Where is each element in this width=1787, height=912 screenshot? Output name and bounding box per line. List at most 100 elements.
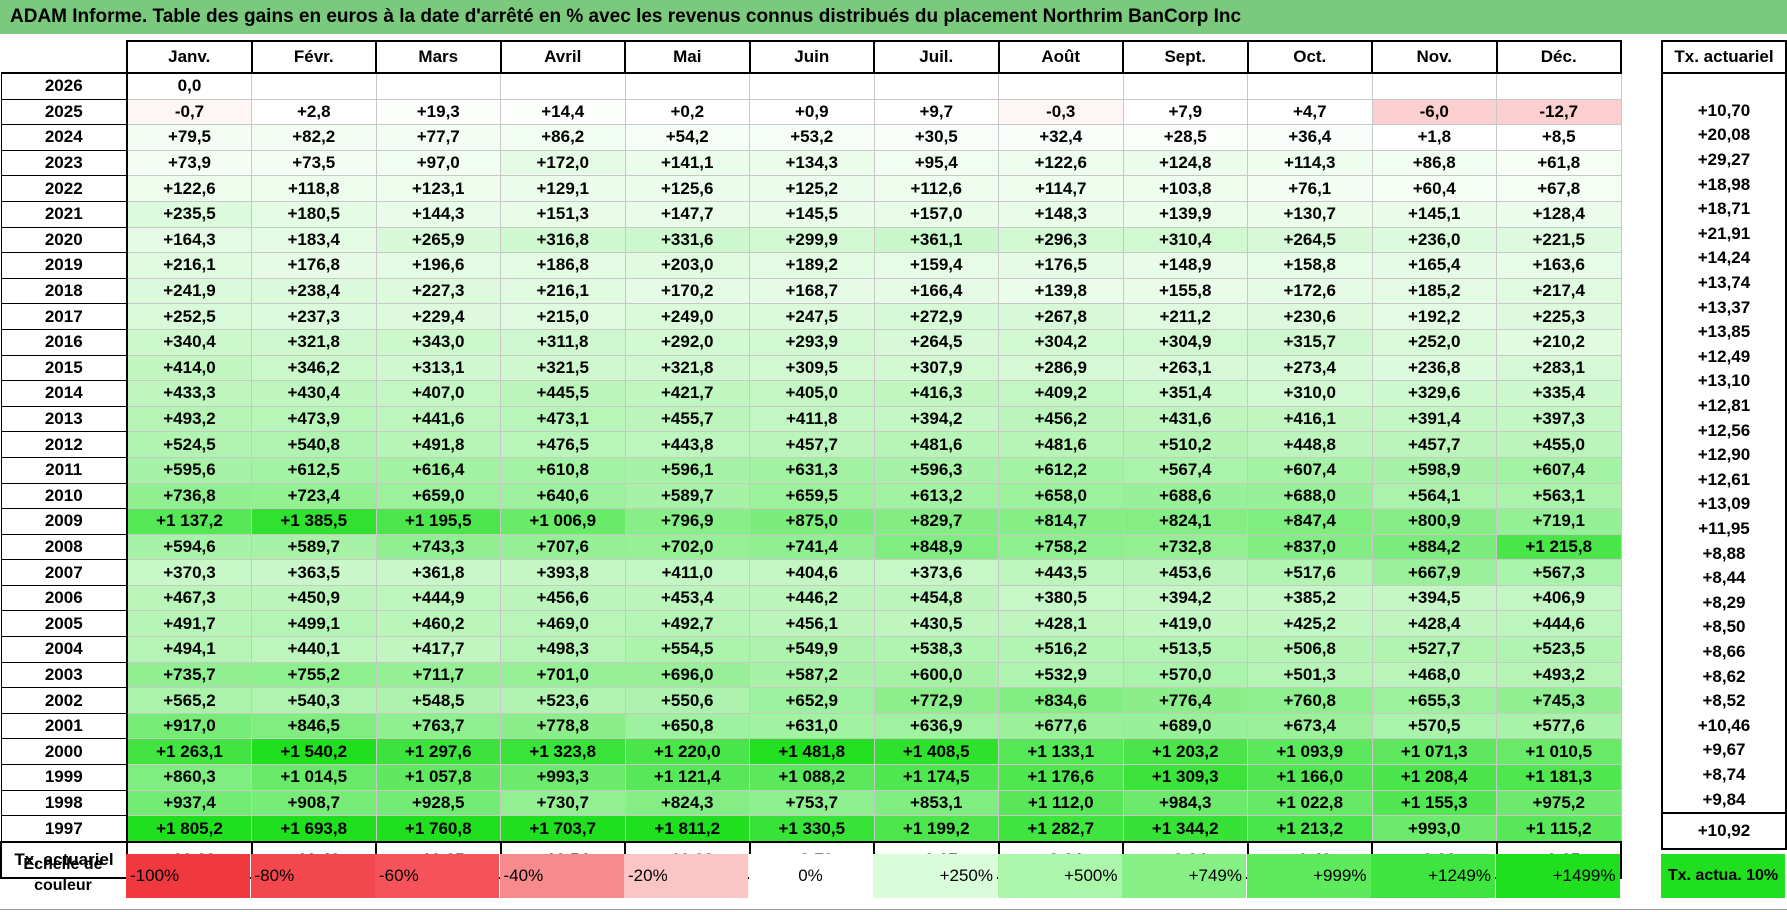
table-cell: +272,9	[873, 303, 999, 330]
table-row: 2000 +1 263,1 +1 540,2 +1 297,6 +1 323,8 +1 2…	[0, 738, 1622, 766]
month-header: Nov.	[1371, 40, 1498, 74]
table-cell: +373,6	[873, 559, 999, 586]
table-cell: +147,7	[624, 200, 750, 228]
table-cell: +73,9	[126, 149, 252, 177]
table-cell: +151,3	[500, 200, 626, 228]
tx-cell: +8,66	[1661, 639, 1787, 665]
table-cell: +456,2	[998, 405, 1124, 433]
tx-row: +18,98	[1661, 172, 1787, 197]
table-cell: +659,0	[375, 482, 501, 510]
table-cell: +636,9	[873, 712, 999, 740]
table-row: 2002 +565,2 +540,3 +548,5 +523,6 +550,6 +652,9…	[0, 687, 1622, 714]
tx-cell: +9,67	[1661, 738, 1787, 763]
table-cell: +763,7	[375, 712, 501, 740]
table-cell: +417,7	[375, 636, 501, 663]
table-header-row: Janv. Févr. Mars Avril Mai Juin Juil. Août Sept.…	[1, 40, 1622, 74]
table-cell: +95,4	[873, 149, 999, 177]
table-cell: +577,6	[1496, 712, 1622, 740]
table-cell: +707,6	[500, 533, 626, 561]
table-row: 2024 +79,5 +82,2 +77,7 +86,2 +54,2 +53,2 +30,5 +…	[0, 124, 1622, 151]
table-cell: +166,4	[873, 277, 999, 305]
table-cell: +125,6	[624, 175, 750, 202]
table-cell: +1 071,3	[1371, 738, 1497, 766]
table-cell: +139,9	[1122, 200, 1248, 228]
legend-swatch: -100%	[126, 854, 250, 898]
tx-cell: +13,85	[1661, 319, 1787, 345]
table-cell: +587,2	[749, 661, 875, 689]
table-cell: +419,0	[1122, 610, 1248, 638]
table-cell: +673,4	[1247, 712, 1373, 740]
table-cell: +1 323,8	[500, 738, 626, 766]
table-cell: +321,8	[624, 354, 750, 382]
table-cell: +321,5	[500, 354, 626, 382]
table-cell: +203,0	[624, 252, 750, 279]
year-label: 2002	[0, 687, 128, 714]
table-row: 2018 +241,9 +238,4 +227,3 +216,1 +170,2 +168,7…	[0, 277, 1622, 305]
table-cell: +361,8	[375, 559, 501, 586]
table-cell: +158,8	[1247, 252, 1373, 279]
table-cell: +192,2	[1371, 303, 1497, 330]
year-label: 1997	[0, 815, 128, 843]
tx-row: +12,90	[1661, 442, 1787, 468]
table-cell: +448,8	[1247, 431, 1373, 458]
table-cell	[251, 71, 377, 100]
table-cell: +1 112,0	[998, 789, 1124, 817]
tx-row: +9,67	[1661, 738, 1787, 763]
table-cell: +1 088,2	[749, 764, 875, 791]
year-label: 2020	[0, 226, 128, 254]
table-cell: +118,8	[251, 175, 377, 202]
table-cell: +112,6	[873, 175, 999, 202]
year-label: 2005	[0, 610, 128, 638]
table-cell: +468,0	[1371, 661, 1497, 689]
tx-cell: +12,56	[1661, 418, 1787, 443]
table-cell: +612,5	[251, 456, 377, 484]
table-cell: +491,7	[126, 610, 252, 638]
table-cell: +1 297,6	[375, 738, 501, 766]
table-cell: +454,8	[873, 584, 999, 612]
table-cell: +1 195,5	[375, 508, 501, 535]
month-header: Déc.	[1495, 40, 1622, 74]
table-cell: +1 174,5	[873, 764, 999, 791]
year-label: 2019	[0, 252, 128, 279]
table-cell: +263,1	[1122, 354, 1248, 382]
table-row: 2017 +252,5 +237,3 +229,4 +215,0 +249,0 +247,5…	[0, 303, 1622, 330]
table-cell: +513,5	[1122, 636, 1248, 663]
table-cell: +570,5	[1371, 712, 1497, 740]
table-cell: +380,5	[998, 584, 1124, 612]
table-cell: +134,3	[749, 149, 875, 177]
tx-row: +12,49	[1661, 344, 1787, 370]
tx-row: +8,62	[1661, 664, 1787, 689]
table-cell: +264,5	[1247, 226, 1373, 254]
table-cell: +421,7	[624, 380, 750, 407]
table-cell: +185,2	[1371, 277, 1497, 305]
table-row: 2006 +467,3 +450,9 +444,9 +456,6 +453,4 +446,2…	[0, 584, 1622, 612]
year-label: 2021	[0, 200, 128, 228]
table-cell: +124,8	[1122, 149, 1248, 177]
table-cell: +394,2	[1122, 584, 1248, 612]
table-cell: +443,8	[624, 431, 750, 458]
table-cell: +114,3	[1247, 149, 1373, 177]
legend-swatch: +1499%	[1495, 854, 1620, 898]
legend-swatch: +1249%	[1371, 854, 1495, 898]
table-cell: +732,8	[1122, 533, 1248, 561]
table-cell: +361,1	[873, 226, 999, 254]
legend-swatch: -20%	[624, 854, 748, 898]
table-cell: +172,0	[500, 149, 626, 177]
month-header: Août	[997, 40, 1124, 74]
table-cell: +696,0	[624, 661, 750, 689]
table-cell: +221,5	[1496, 226, 1622, 254]
year-label: 2026	[0, 71, 128, 100]
table-cell: +54,2	[624, 124, 750, 151]
table-cell: +122,6	[126, 175, 252, 202]
corner-cell	[1, 41, 127, 73]
table-cell: 0,0	[126, 71, 252, 100]
table-cell: +563,1	[1496, 482, 1622, 510]
table-cell: +123,1	[375, 175, 501, 202]
table-cell: +564,1	[1371, 482, 1497, 510]
table-cell: +549,9	[749, 636, 875, 663]
table-cell: +145,5	[749, 200, 875, 228]
table-cell: +283,1	[1496, 354, 1622, 382]
month-header: Juin	[748, 40, 875, 74]
tx-cell: +18,98	[1661, 172, 1787, 197]
table-cell: +273,4	[1247, 354, 1373, 382]
